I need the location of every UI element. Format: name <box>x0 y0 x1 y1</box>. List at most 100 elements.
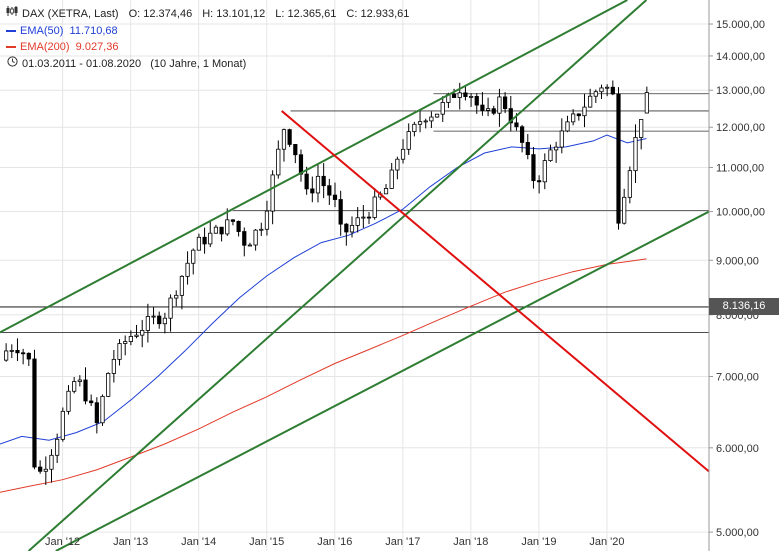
x-tick-label: Jan '18 <box>453 536 488 548</box>
legend-header-row: DAX (XETRA, Last) O: 12.374,46 H: 13.101… <box>6 6 409 23</box>
legend-ema200-row: EMA(200) 9.027,36 <box>6 39 409 56</box>
candle-body <box>89 400 94 404</box>
candle-body <box>21 352 26 355</box>
legend: DAX (XETRA, Last) O: 12.374,46 H: 13.101… <box>6 6 409 73</box>
candle-body <box>366 216 372 219</box>
candle-body <box>616 93 621 224</box>
candle-body <box>327 185 332 196</box>
candle-body <box>321 175 326 187</box>
candle-body <box>406 131 411 150</box>
ema50-swatch <box>6 29 16 32</box>
candle-body <box>565 121 570 132</box>
candle-body <box>497 96 502 114</box>
red-trend-line <box>281 110 710 473</box>
y-axis: 15.000,00 14.000,00 13.000,00 12.000,00 11.0… <box>708 0 765 551</box>
candle-body <box>213 226 219 234</box>
candle-body <box>94 402 99 424</box>
candle-body <box>537 180 542 183</box>
candle-body <box>157 315 162 325</box>
y-tick-label: 12.000,00 <box>716 122 765 134</box>
candle-body <box>196 236 202 251</box>
candle-body <box>559 130 564 148</box>
x-tick-label: Jan '19 <box>521 536 556 548</box>
candle-body <box>412 123 417 133</box>
clock-icon <box>6 55 18 74</box>
candle-body <box>4 350 9 361</box>
x-tick-label: Jan '12 <box>45 536 80 548</box>
candle-body <box>434 113 440 118</box>
ohlc-close-key: C: <box>346 8 358 20</box>
y-tick-label: 9.000,00 <box>716 255 759 267</box>
candle-body <box>593 91 598 97</box>
x-tick-label: Jan '16 <box>317 536 352 548</box>
candle-body <box>38 466 43 472</box>
ema200-line <box>0 258 647 493</box>
candle-body <box>247 244 253 247</box>
candle-body <box>253 229 258 246</box>
green-trend-line <box>27 0 648 551</box>
candle-body <box>491 108 496 114</box>
candle-body <box>548 149 553 162</box>
candle-body <box>531 154 536 182</box>
y-tick-label: 7.000,00 <box>716 372 759 384</box>
trend-lines <box>0 0 710 551</box>
candle-body <box>117 343 122 360</box>
candle-body <box>106 373 111 397</box>
candle-body <box>264 210 270 230</box>
candle-body <box>508 108 513 124</box>
candle-body <box>270 174 275 212</box>
candle-body <box>100 395 105 424</box>
ema200-swatch <box>6 46 16 49</box>
candle-body <box>633 137 638 172</box>
candle-body <box>451 93 457 98</box>
candle-body <box>520 126 525 143</box>
candle-body <box>355 217 360 226</box>
candle-body <box>372 196 377 218</box>
candle-body <box>123 341 128 344</box>
candle-body <box>179 275 185 296</box>
green-trend-line <box>0 0 628 334</box>
candle-body <box>400 148 406 160</box>
candle-body <box>310 188 315 194</box>
last-price-tag: 8.136,16 <box>709 298 779 316</box>
x-tick-label: Jan '17 <box>385 536 420 548</box>
candlestick-series <box>4 80 649 485</box>
candle-body <box>174 294 179 299</box>
ema200-label: EMA(200) <box>20 41 70 53</box>
ohlc-low-key: L: <box>275 8 285 20</box>
candle-body <box>43 468 48 472</box>
candle-body <box>474 95 479 106</box>
x-axis: Jan '12 Jan '13 Jan '14 Jan '15 Jan '16 Jan '… <box>45 536 624 548</box>
candle-body <box>542 160 547 183</box>
candle-body <box>610 86 615 95</box>
candle-body <box>457 92 462 98</box>
ema50-label: EMA(50) <box>20 24 64 37</box>
candle-body <box>185 262 190 277</box>
candle-body <box>111 358 116 374</box>
candle-body <box>128 336 133 342</box>
candle-body <box>219 226 224 235</box>
candle-body <box>344 223 349 233</box>
candle-body <box>55 438 60 456</box>
instrument-title: DAX (XETRA, Last) <box>22 8 119 20</box>
candle-body <box>502 96 508 109</box>
candle-body <box>485 108 491 111</box>
candle-body <box>151 315 156 318</box>
candle-body <box>276 148 281 176</box>
candle-body <box>208 232 213 245</box>
date-range: 01.03.2011 - 01.08.2020 <box>22 58 142 70</box>
candle-body <box>582 106 587 117</box>
candle-body <box>423 120 428 123</box>
candle-body <box>293 144 298 156</box>
candle-body <box>480 104 485 111</box>
candle-body <box>77 379 82 382</box>
candle-body <box>588 95 593 108</box>
candle-body <box>338 199 343 225</box>
candle-body <box>66 390 71 412</box>
y-tick-label: 14.000,00 <box>716 51 765 63</box>
candle-body <box>259 228 264 231</box>
candle-body <box>332 194 338 200</box>
candle-body <box>83 379 88 402</box>
candle-body <box>145 316 150 331</box>
